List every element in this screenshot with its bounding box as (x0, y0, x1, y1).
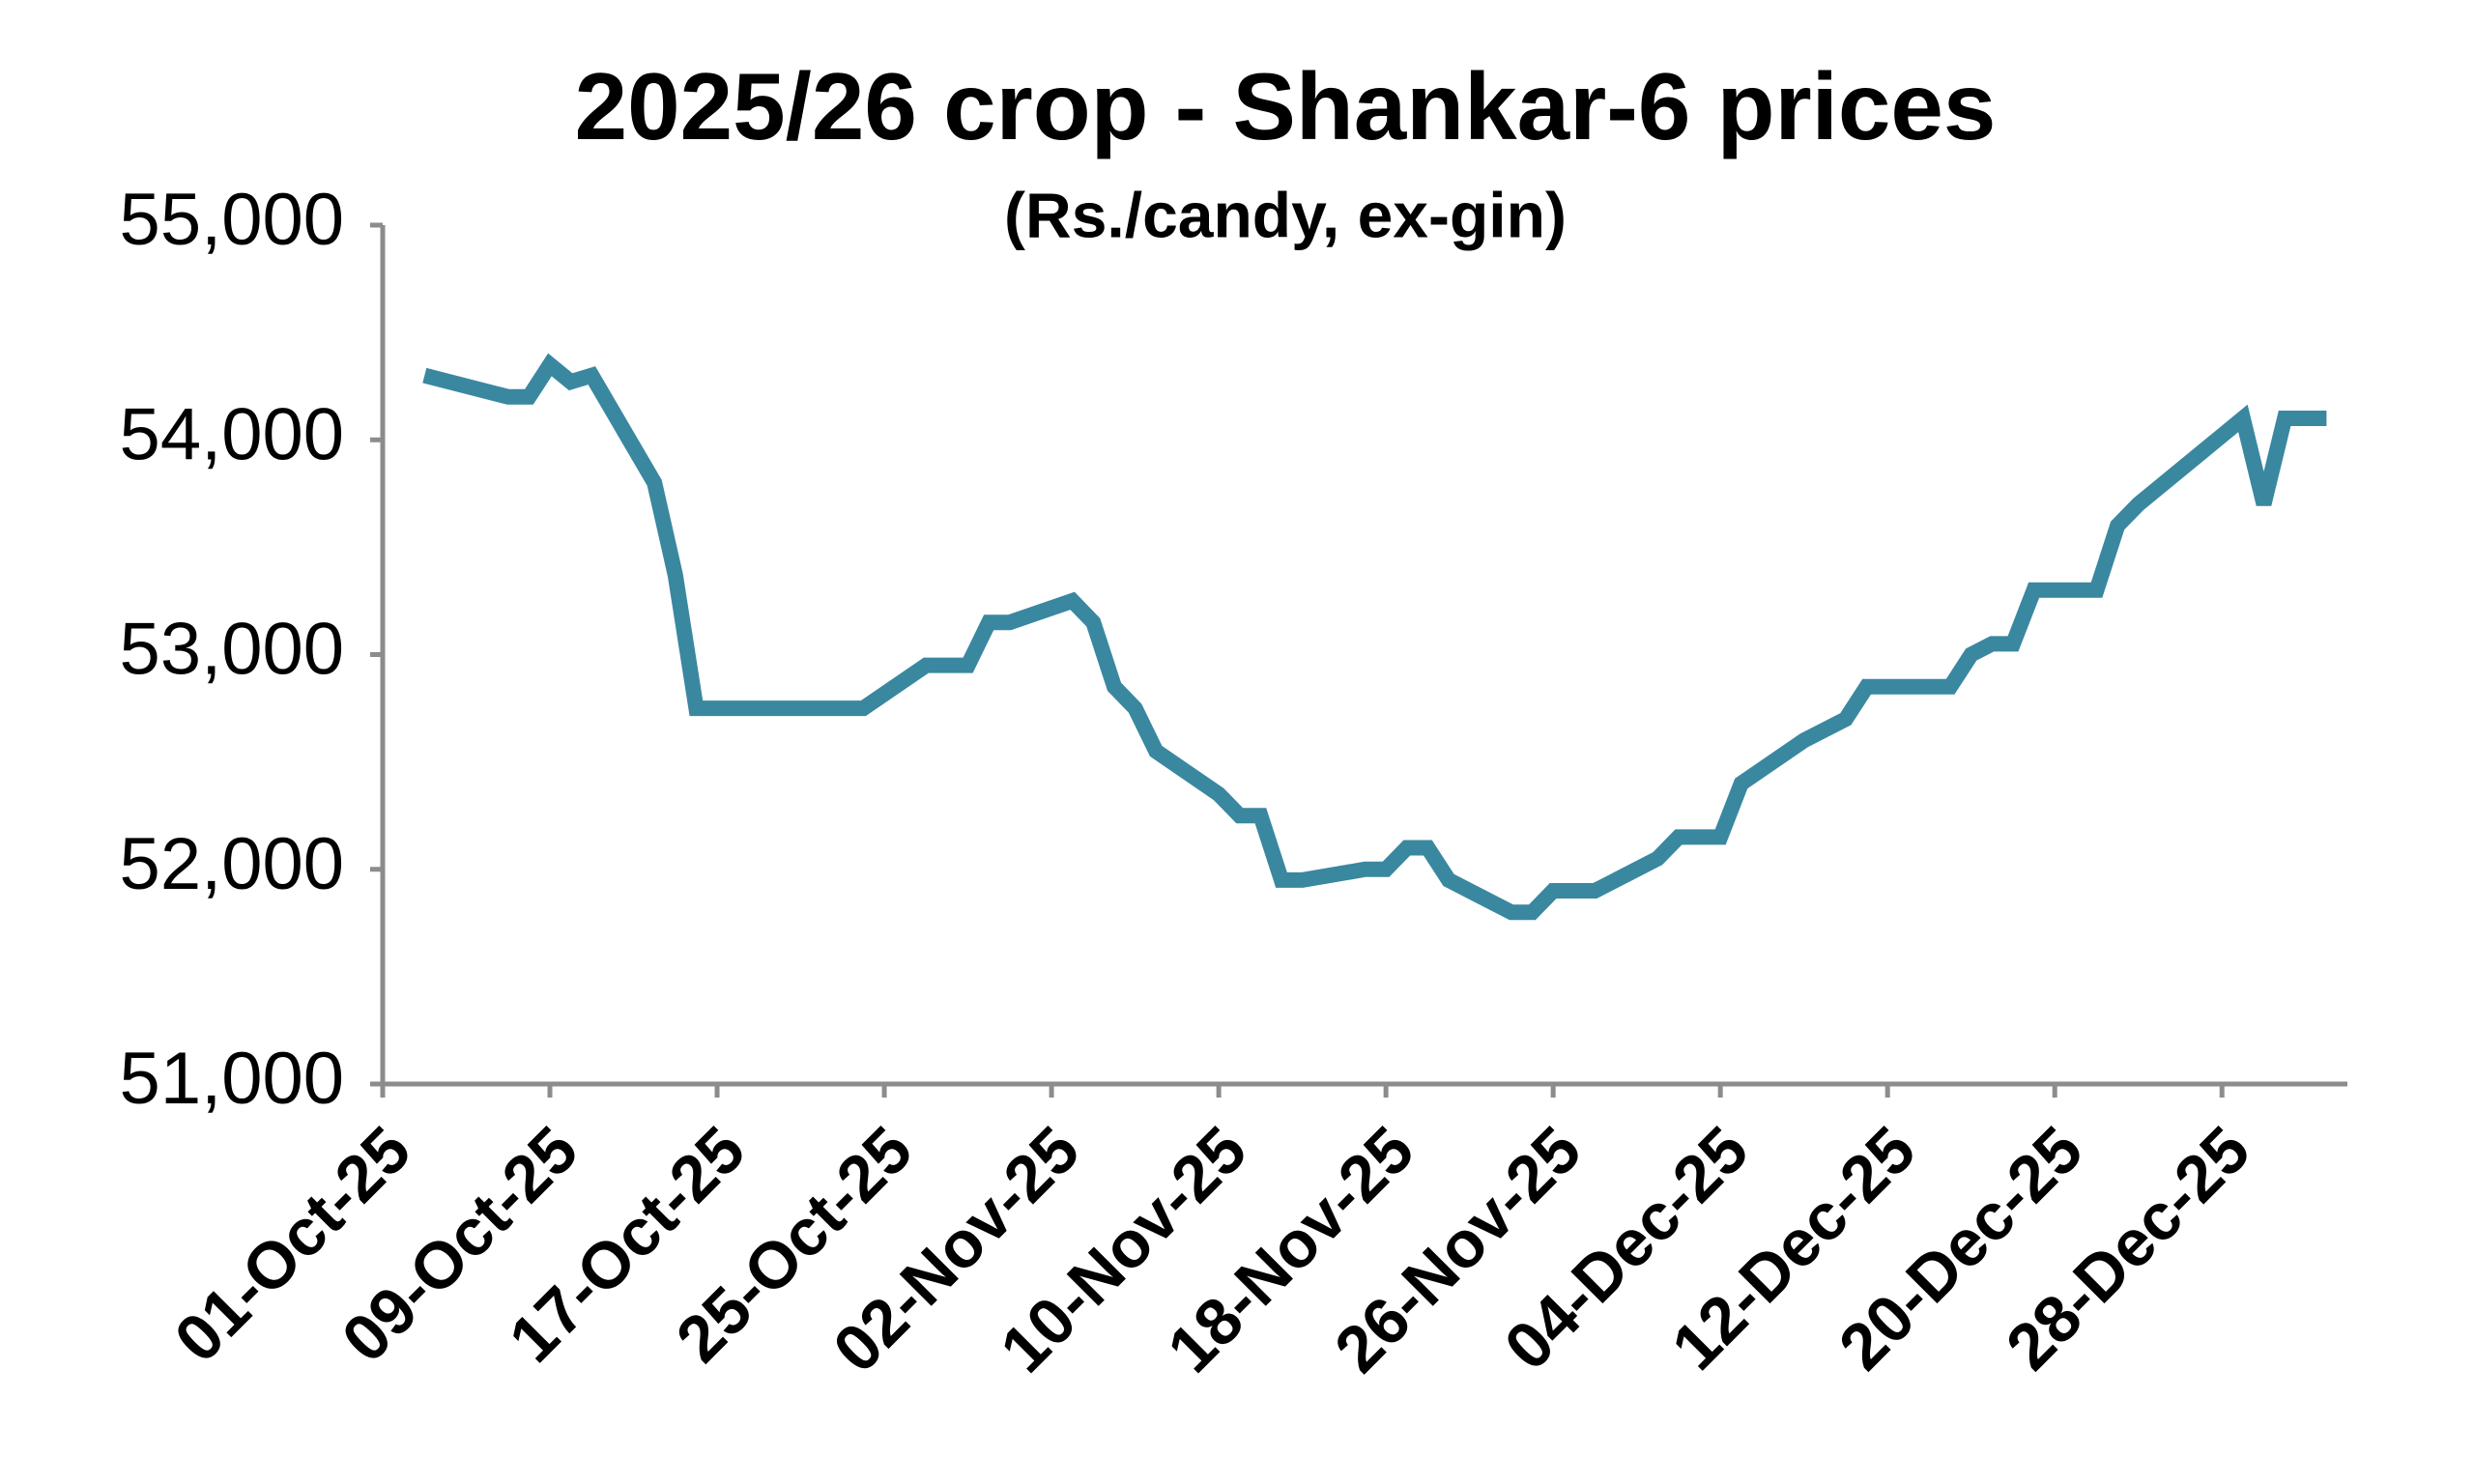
y-tick-label: 52,000 (120, 823, 344, 905)
y-tick-label: 54,000 (120, 393, 344, 475)
y-tick-label: 53,000 (120, 609, 344, 691)
y-tick-label: 55,000 (120, 179, 344, 261)
chart-subtitle: (Rs./candy, ex-gin) (1004, 179, 1567, 250)
chart-title: 2025/26 crop - Shankar-6 prices (575, 53, 1997, 159)
y-tick-label: 51,000 (120, 1038, 344, 1120)
price-line (422, 353, 2327, 921)
